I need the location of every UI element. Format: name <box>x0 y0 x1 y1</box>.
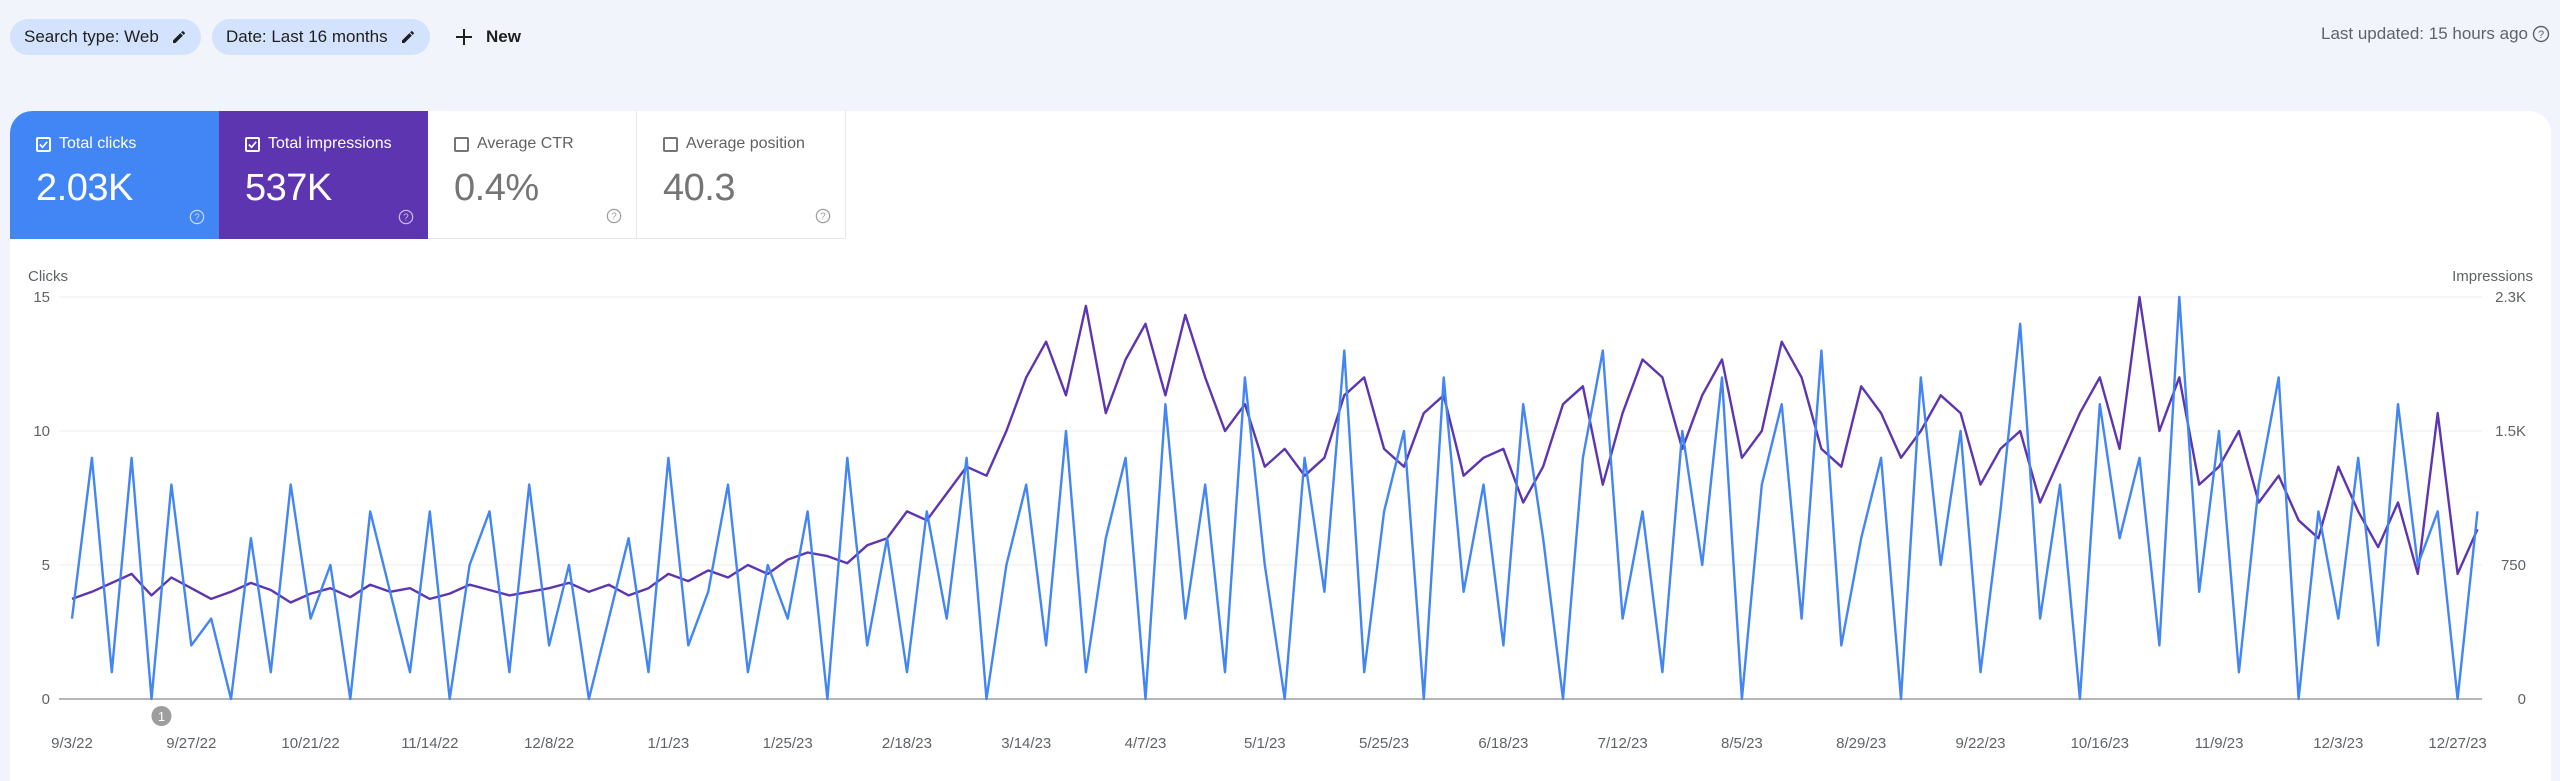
checkbox-unchecked-icon[interactable] <box>454 136 469 152</box>
right-tick-label: 0 <box>2518 691 2526 708</box>
x-tick-label: 9/3/22 <box>51 735 93 752</box>
last-updated-text: Last updated: 15 hours ago <box>2321 24 2528 43</box>
x-tick-label: 11/14/22 <box>401 735 458 752</box>
left-axis-label: Clicks <box>28 268 68 285</box>
metric-card-average-ctr[interactable]: Average CTR 0.4% ? <box>428 111 637 239</box>
metric-card-total-clicks[interactable]: Total clicks 2.03K ? <box>10 111 219 239</box>
x-tick-label: 1/25/23 <box>763 735 813 752</box>
x-tick-label: 9/27/22 <box>166 735 216 752</box>
checkbox-checked-icon[interactable] <box>245 136 260 152</box>
help-icon[interactable]: ? <box>815 208 831 224</box>
plus-icon <box>456 29 472 45</box>
left-tick-label: 0 <box>42 691 50 708</box>
x-tick-label: 11/9/23 <box>2195 735 2244 752</box>
clicks-series-line <box>70 295 2479 701</box>
svg-text:?: ? <box>820 212 826 223</box>
annotation-marker[interactable]: 1 <box>151 706 172 726</box>
metric-label: Total clicks <box>59 135 137 152</box>
impressions-series-line <box>71 295 2479 604</box>
metric-value: 40.3 <box>663 167 735 209</box>
x-tick-label: 9/22/23 <box>1955 735 2005 752</box>
svg-text:?: ? <box>194 213 200 224</box>
x-tick-label: 3/14/23 <box>1001 735 1051 752</box>
x-tick-label: 12/8/22 <box>524 735 574 752</box>
metric-value: 0.4% <box>454 167 539 209</box>
right-axis-label: Impressions <box>2452 268 2533 285</box>
performance-chart[interactable]: Clicks Impressions 0 0 5 750 10 1.5K 15 2.3K 9/… <box>0 260 2560 779</box>
help-icon[interactable]: ? <box>2532 25 2550 43</box>
x-tick-label: 12/3/23 <box>2313 735 2363 752</box>
right-tick-label: 750 <box>2501 557 2526 574</box>
x-tick-label: 2/18/23 <box>882 735 932 752</box>
left-tick-label: 5 <box>42 557 50 574</box>
x-tick-label: 5/25/23 <box>1359 735 1409 752</box>
metric-card-total-impressions[interactable]: Total impressions 537K ? <box>219 111 428 239</box>
metric-label: Average CTR <box>477 135 574 152</box>
metric-card-average-position[interactable]: Average position 40.3 ? <box>637 111 846 239</box>
svg-text:?: ? <box>611 212 617 223</box>
x-tick-label: 12/27/23 <box>2428 735 2486 752</box>
date-filter-chip[interactable]: Date: Last 16 months <box>212 19 430 55</box>
left-tick-label: 10 <box>33 423 50 440</box>
checkbox-unchecked-icon[interactable] <box>663 136 678 152</box>
annotation-label: 1 <box>158 709 165 724</box>
x-tick-label: 8/5/23 <box>1721 735 1763 752</box>
annotation-circle[interactable] <box>151 706 172 726</box>
left-tick-label: 15 <box>33 289 50 306</box>
x-tick-label: 4/7/23 <box>1125 735 1167 752</box>
new-filter-button[interactable]: New <box>448 19 527 55</box>
date-filter-label: Date: Last 16 months <box>226 27 388 46</box>
x-tick-label: 10/21/22 <box>281 735 339 752</box>
metric-label: Total impressions <box>268 135 392 152</box>
pencil-icon <box>172 30 185 43</box>
new-filter-label: New <box>486 27 521 46</box>
metric-label: Average position <box>686 135 805 152</box>
x-tick-label: 10/16/23 <box>2071 735 2129 752</box>
help-icon[interactable]: ? <box>189 209 205 225</box>
x-tick-label: 5/1/23 <box>1244 735 1286 752</box>
svg-text:?: ? <box>403 213 409 224</box>
right-tick-label: 2.3K <box>2495 289 2526 306</box>
search-type-label: Search type: Web <box>24 27 159 46</box>
x-tick-label: 6/18/23 <box>1478 735 1528 752</box>
help-icon[interactable]: ? <box>606 208 622 224</box>
right-tick-label: 1.5K <box>2495 423 2526 440</box>
metric-value: 537K <box>245 167 332 209</box>
metric-value: 2.03K <box>36 167 133 209</box>
search-type-filter-chip[interactable]: Search type: Web <box>10 19 201 55</box>
pencil-icon <box>401 30 414 43</box>
svg-text:?: ? <box>2538 29 2544 41</box>
x-tick-label: 1/1/23 <box>648 735 690 752</box>
x-tick-label: 8/29/23 <box>1836 735 1886 752</box>
x-tick-label: 7/12/23 <box>1598 735 1648 752</box>
checkbox-checked-icon[interactable] <box>36 136 51 152</box>
last-updated: Last updated: 15 hours ago ? <box>2321 24 2550 44</box>
help-icon[interactable]: ? <box>398 209 414 225</box>
